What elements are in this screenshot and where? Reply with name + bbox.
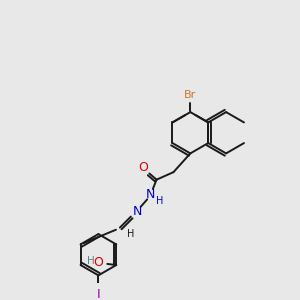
Text: N: N (133, 205, 142, 218)
Text: N: N (145, 188, 155, 201)
Text: O: O (139, 161, 148, 174)
Text: H: H (87, 256, 95, 266)
Text: I: I (97, 288, 100, 300)
Text: Br: Br (184, 90, 196, 100)
Text: O: O (94, 256, 103, 269)
Text: H: H (127, 229, 134, 239)
Text: H: H (156, 196, 163, 206)
